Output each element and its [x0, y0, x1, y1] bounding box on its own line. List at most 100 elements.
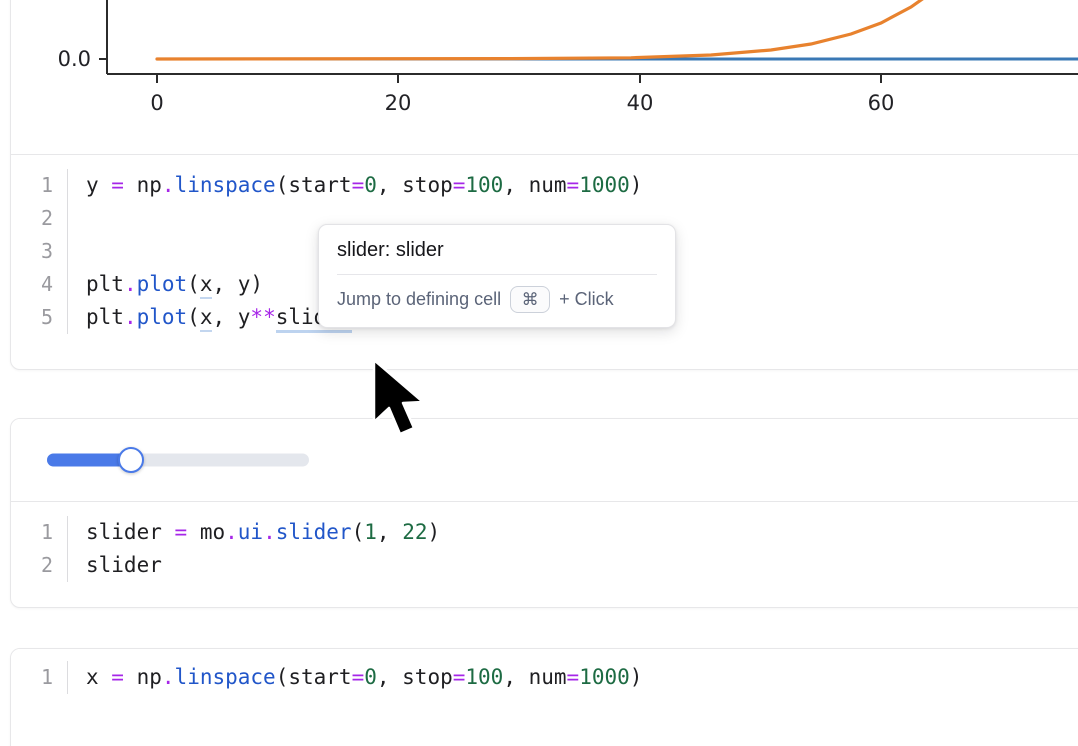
x-tick-label-40: 40: [627, 91, 654, 115]
token: ,: [376, 520, 403, 544]
tooltip-title: slider: slider: [337, 239, 444, 261]
code-line-text[interactable]: y = np.linspace(start=0, stop=100, num=1…: [67, 169, 1078, 202]
token: slider: [86, 553, 162, 577]
token: , num: [503, 173, 567, 197]
code-line-text[interactable]: [67, 202, 1078, 235]
token: plt: [86, 305, 124, 329]
slider-thumb[interactable]: [117, 447, 144, 473]
cell-x-code-editor[interactable]: 1 x = np.linspace(start=0, stop=100, num…: [11, 649, 1078, 708]
token: plot: [136, 305, 188, 329]
slider-widget-output[interactable]: [11, 419, 1078, 501]
token: =: [174, 520, 188, 544]
token: .: [123, 305, 137, 329]
tooltip-suffix: + Click: [559, 289, 614, 309]
code-line-text[interactable]: plt.plot(x, y): [67, 268, 1078, 301]
cell-slider-code-editor[interactable]: 1 slider = mo.ui.slider(1, 22) 2 slider: [11, 502, 1078, 596]
token: , y: [212, 305, 251, 329]
token: y: [86, 173, 112, 197]
token: (start: [275, 665, 352, 689]
code-row[interactable]: 2: [11, 202, 1078, 235]
token: 1000: [579, 173, 630, 197]
token: 1000: [579, 665, 630, 689]
token: =: [566, 173, 580, 197]
token: 100: [465, 665, 504, 689]
cell-x[interactable]: 1 x = np.linspace(start=0, stop=100, num…: [10, 648, 1078, 746]
symbol-hover-tooltip: slider: slider Jump to defining cell ⌘ +…: [318, 224, 676, 328]
code-row[interactable]: 2 slider: [11, 549, 1078, 582]
token: =: [351, 173, 365, 197]
code-row[interactable]: 3: [11, 235, 1078, 268]
token: x: [86, 665, 112, 689]
tooltip-separator: [337, 274, 657, 275]
line-number: 4: [40, 272, 53, 296]
code-line-text[interactable]: slider = mo.ui.slider(1, 22): [67, 516, 1078, 549]
token: plt: [86, 272, 124, 296]
token: (: [187, 272, 200, 296]
variable-reference[interactable]: x: [199, 272, 213, 299]
code-row[interactable]: 1 slider = mo.ui.slider(1, 22): [11, 516, 1078, 549]
y-tick-label-0: 0.0: [58, 47, 91, 71]
tooltip-action-label: Jump to defining cell: [337, 289, 502, 309]
code-line-text[interactable]: x = np.linspace(start=0, stop=100, num=1…: [67, 661, 1078, 694]
slider-fill: [47, 453, 131, 467]
command-key-icon: ⌘: [510, 286, 551, 313]
token: slider: [275, 520, 352, 544]
x-tick-label-20: 20: [385, 91, 412, 115]
token: (: [351, 520, 365, 544]
line-number: 1: [40, 173, 53, 197]
plot-svg: 0.0 0 20 40 60: [58, 0, 1078, 115]
token: .: [123, 272, 137, 296]
code-row[interactable]: 1 y = np.linspace(start=0, stop=100, num…: [11, 169, 1078, 202]
token: =: [566, 665, 580, 689]
token: =: [452, 173, 466, 197]
token: , stop: [376, 665, 453, 689]
token: .: [161, 173, 175, 197]
token: 0: [364, 665, 377, 689]
matplotlib-figure-output: 0.0 0 20 40 60: [11, 0, 1078, 154]
token: linspace: [174, 173, 276, 197]
code-row[interactable]: 4 plt.plot(x, y): [11, 268, 1078, 301]
code-line-text[interactable]: [67, 235, 1078, 268]
token: .: [225, 520, 238, 544]
slider-control[interactable]: [47, 447, 309, 473]
token: =: [452, 665, 466, 689]
token: 22: [402, 520, 428, 544]
line-number: 3: [40, 239, 53, 263]
line-number: 5: [40, 305, 53, 329]
token: 1: [364, 520, 377, 544]
line-number: 1: [40, 665, 53, 689]
token: mo: [187, 520, 226, 544]
code-line-text[interactable]: slider: [67, 549, 1078, 582]
token: ): [629, 173, 643, 197]
token: slider: [86, 520, 175, 544]
token: np: [123, 173, 162, 197]
token: np: [123, 665, 162, 689]
token: ui: [237, 520, 264, 544]
token: (start: [275, 173, 352, 197]
line-number: 2: [40, 206, 53, 230]
token: 0: [364, 173, 377, 197]
token: 100: [465, 173, 504, 197]
token: .: [263, 520, 276, 544]
code-row[interactable]: 1 x = np.linspace(start=0, stop=100, num…: [11, 661, 1078, 694]
cell-plot-divider: [11, 154, 1078, 155]
token: linspace: [174, 665, 276, 689]
token: ): [629, 665, 643, 689]
line-number: 1: [40, 520, 53, 544]
variable-reference[interactable]: x: [199, 305, 213, 332]
token: , num: [503, 665, 567, 689]
tooltip-footer: Jump to defining cell ⌘ + Click: [319, 275, 675, 327]
token: , stop: [376, 173, 453, 197]
token: (: [187, 305, 200, 329]
token: plot: [136, 272, 188, 296]
line-number: 2: [40, 553, 53, 577]
token: =: [351, 665, 365, 689]
x-tick-label-60: 60: [868, 91, 895, 115]
token: =: [111, 173, 124, 197]
token: .: [161, 665, 175, 689]
cell-slider[interactable]: 1 slider = mo.ui.slider(1, 22) 2 slider: [10, 418, 1078, 608]
x-tick-label-0: 0: [150, 91, 163, 115]
token: **: [250, 305, 276, 329]
token: ): [427, 520, 441, 544]
